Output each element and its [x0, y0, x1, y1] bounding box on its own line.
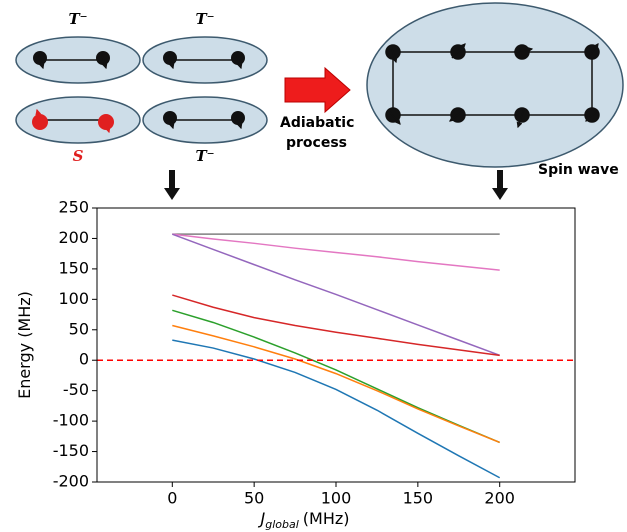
- y-axis-label: Energy (MHz): [15, 291, 34, 399]
- down-arrow: [164, 170, 180, 200]
- down-arrow: [492, 170, 508, 200]
- y-tick-label: 200: [58, 228, 89, 247]
- x-tick-label: 50: [244, 489, 264, 508]
- diagram: T⁻ T⁻ S T⁻ Adiabatic process: [15, 2, 624, 200]
- arrow-label: process: [286, 135, 347, 151]
- line-chart: -200 -150 -100 -50 0 50 100 150 200 250 0 50 100 150 2…: [53, 198, 576, 508]
- y-tick-label: 100: [58, 289, 89, 308]
- state-label: T⁻: [68, 10, 87, 28]
- y-tick-label: 150: [58, 258, 89, 277]
- x-label-symbol: J: [258, 509, 266, 528]
- y-tick-label: -150: [53, 441, 89, 460]
- series-line: [172, 339, 501, 479]
- series-line: [172, 233, 500, 271]
- x-label-unit: (MHz): [303, 509, 350, 528]
- series-line: [172, 233, 500, 357]
- series-line: [172, 294, 500, 357]
- process-arrow: [284, 66, 351, 114]
- state-label: T⁻: [195, 147, 214, 165]
- y-tick-label: 0: [79, 350, 89, 369]
- state-label: S: [73, 147, 84, 165]
- x-label-subscript: global: [265, 518, 299, 531]
- x-tick-label: 0: [167, 489, 177, 508]
- y-tick-label: 50: [69, 319, 89, 338]
- state-label: T⁻: [195, 10, 214, 28]
- x-axis-label: Jglobal (MHz): [258, 509, 350, 531]
- x-tick-label: 100: [321, 489, 352, 508]
- x-tick-label: 200: [484, 489, 515, 508]
- series-line: [172, 324, 500, 444]
- y-tick-label: -200: [53, 472, 89, 491]
- y-tick-label: -100: [53, 411, 89, 430]
- chain: [366, 2, 624, 168]
- plot-frame: [96, 207, 576, 483]
- x-tick-label: 150: [403, 489, 434, 508]
- y-tick-label: -50: [63, 380, 89, 399]
- final-label: Spin wave: [538, 162, 619, 178]
- arrow-label: Adiabatic: [280, 115, 354, 131]
- y-tick-label: 250: [58, 198, 89, 217]
